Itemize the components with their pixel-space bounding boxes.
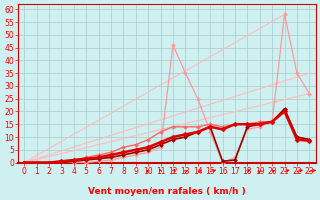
X-axis label: Vent moyen/en rafales ( km/h ): Vent moyen/en rafales ( km/h ): [88, 187, 246, 196]
